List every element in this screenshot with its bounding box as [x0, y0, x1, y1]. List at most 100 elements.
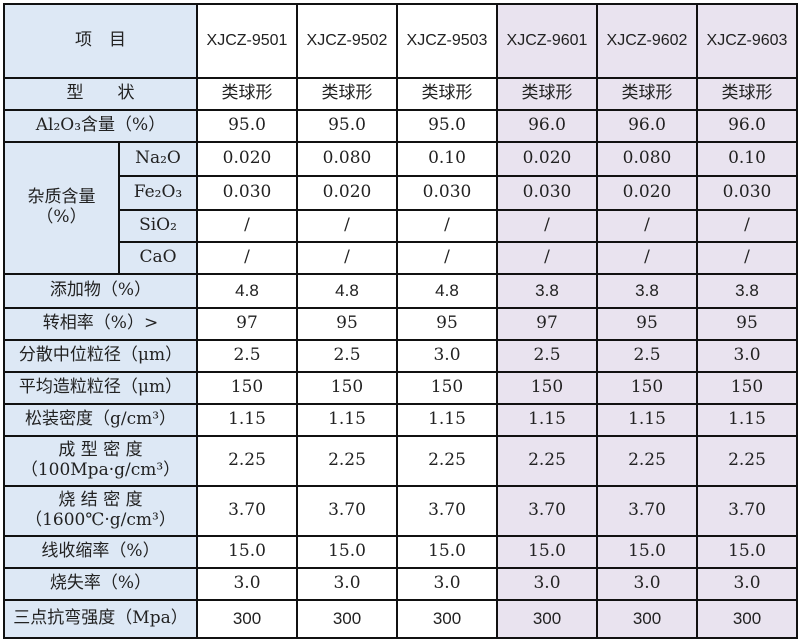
value-cell: 1.15 — [496, 403, 598, 437]
value-cell: 300 — [596, 599, 698, 639]
product-header: XJCZ-9603 — [696, 3, 798, 79]
row-label: 平均造粒粒径（μm） — [3, 371, 198, 405]
value-cell: / — [596, 209, 698, 243]
value-cell: 95 — [596, 307, 698, 341]
value-cell: 类球形 — [696, 77, 798, 111]
value-cell: 0.020 — [296, 175, 398, 211]
row-label: 型 状 — [3, 77, 198, 111]
value-cell: 300 — [396, 599, 498, 639]
value-cell: / — [296, 241, 398, 275]
value-cell: 2.25 — [596, 435, 698, 487]
value-cell: 15.0 — [196, 535, 298, 569]
row-label: 转相率（%）> — [3, 307, 198, 341]
value-cell: 0.10 — [396, 141, 498, 177]
value-cell: 0.030 — [496, 175, 598, 211]
table-row: 型 状类球形 类球形 类球形 类球形 类球形 类球形 — [3, 77, 798, 111]
product-header: XJCZ-9503 — [396, 3, 498, 79]
value-cell: 0.080 — [296, 141, 398, 177]
table-row: 转相率（%）> 97 95 95 97 95 95 — [3, 307, 798, 341]
value-cell: 95 — [696, 307, 798, 341]
value-cell: 3.70 — [696, 485, 798, 537]
value-cell: 3.0 — [496, 567, 598, 601]
table-row: 成 型 密 度（100Mpa·g/cm³） 2.25 2.25 2.25 2.25 2.2… — [3, 435, 798, 487]
row-label: 添加物（%） — [3, 273, 198, 309]
table-row: 烧失率（%） 3.0 3.0 3.0 3.0 3.0 3.0 — [3, 567, 798, 601]
table-row: 松装密度（g/cm³） 1.15 1.15 1.15 1.15 1.15 1.15 — [3, 403, 798, 437]
row-label: 分散中位粒径（μm） — [3, 339, 198, 373]
impurity-label: SiO₂ — [118, 209, 198, 243]
value-cell: 150 — [496, 371, 598, 405]
value-cell: 3.70 — [596, 485, 698, 537]
impurity-group-label: 杂质含量（%） — [3, 141, 120, 275]
value-cell: 3.70 — [196, 485, 298, 537]
value-cell: 3.0 — [296, 567, 398, 601]
value-cell: 0.020 — [496, 141, 598, 177]
product-header: XJCZ-9502 — [296, 3, 398, 79]
table-row: Al₂O₃含量（%） 95.0 95.0 95.0 96.0 96.0 96.0 — [3, 109, 798, 143]
value-cell: 96.0 — [496, 109, 598, 143]
value-cell: 95.0 — [296, 109, 398, 143]
value-cell: 2.25 — [496, 435, 598, 487]
row-label: 烧失率（%） — [3, 567, 198, 601]
value-cell: 0.080 — [596, 141, 698, 177]
value-cell: 97 — [496, 307, 598, 341]
value-cell: 1.15 — [696, 403, 798, 437]
value-cell: 3.70 — [496, 485, 598, 537]
value-cell: 97 — [196, 307, 298, 341]
value-cell: 0.020 — [196, 141, 298, 177]
value-cell: 3.8 — [596, 273, 698, 309]
value-cell: 0.030 — [696, 175, 798, 211]
value-cell: / — [396, 241, 498, 275]
value-cell: 0.020 — [596, 175, 698, 211]
value-cell: 95 — [396, 307, 498, 341]
row-label: 松装密度（g/cm³） — [3, 403, 198, 437]
value-cell: 150 — [196, 371, 298, 405]
value-cell: 4.8 — [196, 273, 298, 309]
value-cell: 类球形 — [396, 77, 498, 111]
value-cell: 2.5 — [496, 339, 598, 373]
header-item-label: 项 目 — [3, 3, 198, 79]
value-cell: 3.8 — [496, 273, 598, 309]
value-cell: 1.15 — [296, 403, 398, 437]
value-cell: 96.0 — [696, 109, 798, 143]
value-cell: 1.15 — [196, 403, 298, 437]
value-cell: 1.15 — [596, 403, 698, 437]
value-cell: 95.0 — [196, 109, 298, 143]
value-cell: 3.8 — [696, 273, 798, 309]
value-cell: 2.25 — [196, 435, 298, 487]
value-cell: 300 — [696, 599, 798, 639]
value-cell: 类球形 — [496, 77, 598, 111]
value-cell: 4.8 — [396, 273, 498, 309]
impurity-label: CaO — [118, 241, 198, 275]
table-row: 烧 结 密 度（1600℃·g/cm³） 3.70 3.70 3.70 3.70 3.70… — [3, 485, 798, 537]
value-cell: 2.25 — [296, 435, 398, 487]
product-spec-table: 项 目 XJCZ-9501 XJCZ-9502 XJCZ-9503 XJCZ-9601 X… — [3, 3, 798, 639]
value-cell: 96.0 — [596, 109, 698, 143]
value-cell: / — [496, 209, 598, 243]
table-row: Fe₂O₃ 0.030 0.020 0.030 0.030 0.020 0.030 — [4, 175, 798, 211]
value-cell: 3.0 — [696, 339, 798, 373]
value-cell: 类球形 — [196, 77, 298, 111]
value-cell: 15.0 — [296, 535, 398, 569]
value-cell: 15.0 — [396, 535, 498, 569]
value-cell: 2.5 — [196, 339, 298, 373]
row-label: Al₂O₃含量（%） — [3, 109, 198, 143]
value-cell: 300 — [196, 599, 298, 639]
value-cell: 95.0 — [396, 109, 498, 143]
value-cell: 95 — [296, 307, 398, 341]
value-cell: 2.5 — [296, 339, 398, 373]
value-cell: 0.030 — [196, 175, 298, 211]
value-cell: 4.8 — [296, 273, 398, 309]
value-cell: 150 — [596, 371, 698, 405]
product-header: XJCZ-9602 — [596, 3, 698, 79]
value-cell: 3.0 — [196, 567, 298, 601]
value-cell: 3.70 — [296, 485, 398, 537]
product-header: XJCZ-9501 — [196, 3, 298, 79]
value-cell: 2.25 — [696, 435, 798, 487]
value-cell: 150 — [696, 371, 798, 405]
value-cell: 3.0 — [396, 339, 498, 373]
value-cell: 300 — [296, 599, 398, 639]
value-cell: / — [196, 209, 298, 243]
value-cell: 类球形 — [296, 77, 398, 111]
value-cell: 15.0 — [596, 535, 698, 569]
